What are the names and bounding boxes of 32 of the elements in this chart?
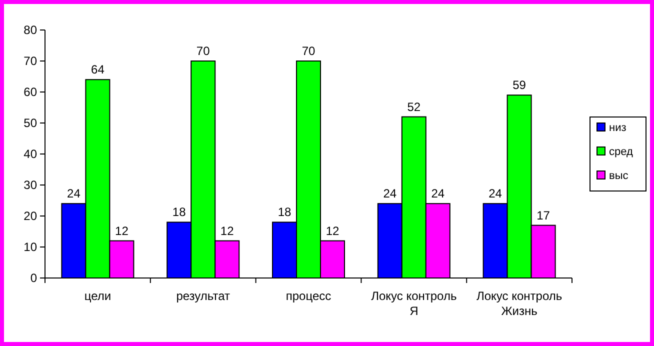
x-tick-label: Локус контроль Я xyxy=(371,289,457,318)
data-label: 12 xyxy=(115,224,129,238)
data-label: 12 xyxy=(220,224,234,238)
y-tick-label: 0 xyxy=(30,271,38,285)
x-tick-label: цели xyxy=(84,289,112,303)
y-tick-label: 80 xyxy=(24,23,38,37)
data-label: 70 xyxy=(196,44,210,58)
data-label: 64 xyxy=(91,62,105,77)
data-label: 17 xyxy=(536,208,550,222)
x-tick-label: процесс xyxy=(286,289,332,303)
y-tick-label: 40 xyxy=(24,147,38,161)
data-label: 24 xyxy=(431,186,445,201)
data-label: 24 xyxy=(67,186,81,201)
y-tick-label: 10 xyxy=(24,240,38,254)
y-tick-label: 60 xyxy=(24,85,38,99)
y-tick-label: 20 xyxy=(24,209,38,223)
data-label: 18 xyxy=(278,205,292,220)
data-label: 59 xyxy=(512,78,526,92)
data-label: 24 xyxy=(488,186,502,201)
data-label: 70 xyxy=(302,44,316,58)
x-tick-label: Локус контроль Жизнь xyxy=(476,289,562,318)
data-label: 12 xyxy=(326,224,340,238)
data-label: 18 xyxy=(172,205,186,220)
y-tick-label: 30 xyxy=(24,178,38,192)
legend-label: выс xyxy=(609,170,629,182)
data-label: 24 xyxy=(383,186,397,201)
legend-label: низ xyxy=(609,122,626,134)
x-tick-label: результат xyxy=(176,289,230,303)
data-label: 52 xyxy=(407,100,421,114)
legend-label: сред xyxy=(609,146,634,158)
y-tick-label: 70 xyxy=(24,54,38,68)
y-tick-label: 50 xyxy=(24,116,38,130)
